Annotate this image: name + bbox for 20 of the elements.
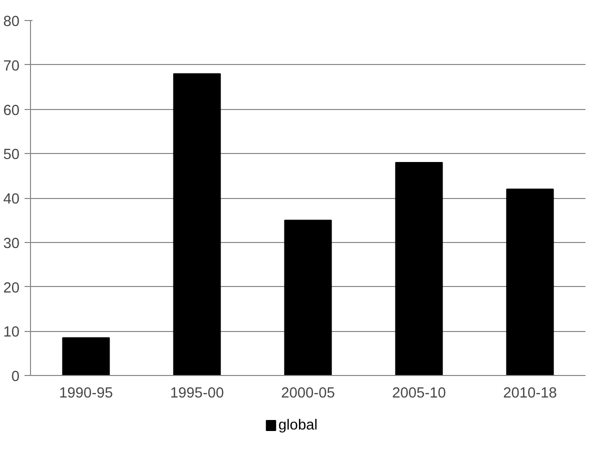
y-tick-label: 80 bbox=[3, 14, 20, 30]
x-tick-label: 2010-18 bbox=[503, 386, 557, 402]
bar bbox=[62, 337, 110, 376]
x-tick-label: 1995-00 bbox=[170, 386, 224, 402]
y-tick-label: 50 bbox=[3, 147, 20, 164]
x-tick-label: 2005-10 bbox=[392, 386, 446, 402]
x-tick-label: 2000-05 bbox=[281, 386, 335, 402]
y-tick-label: 40 bbox=[3, 192, 20, 208]
legend-label: global bbox=[278, 418, 318, 434]
y-tick-label: 60 bbox=[3, 102, 20, 119]
x-tick-label: 1990-95 bbox=[59, 386, 113, 402]
y-tick-label: 10 bbox=[3, 324, 20, 341]
y-tick-label: 20 bbox=[3, 280, 20, 296]
y-tick-label: 70 bbox=[3, 58, 20, 74]
y-tick-label: 30 bbox=[3, 236, 20, 252]
bar bbox=[284, 220, 332, 376]
bar bbox=[173, 73, 221, 376]
y-tick-label: 0 bbox=[11, 369, 20, 385]
bar bbox=[395, 162, 443, 376]
bar bbox=[506, 188, 554, 376]
